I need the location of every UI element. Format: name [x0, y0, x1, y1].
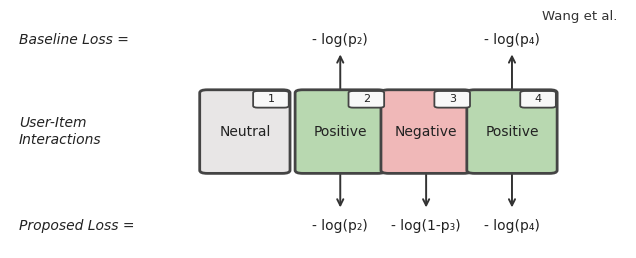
Text: - log(p₄): - log(p₄) — [484, 219, 540, 233]
Text: 4: 4 — [534, 94, 542, 104]
FancyBboxPatch shape — [253, 91, 289, 108]
Text: 2: 2 — [363, 94, 370, 104]
Text: 3: 3 — [448, 94, 456, 104]
Text: Positive: Positive — [485, 125, 539, 139]
Text: - log(p₂): - log(p₂) — [312, 219, 368, 233]
FancyBboxPatch shape — [467, 90, 557, 173]
Text: - log(p₄): - log(p₄) — [484, 33, 540, 47]
Text: - log(1-p₃): - log(1-p₃) — [391, 219, 461, 233]
Text: User-Item
Interactions: User-Item Interactions — [19, 116, 102, 147]
Text: Positive: Positive — [314, 125, 367, 139]
Text: Proposed Loss =: Proposed Loss = — [19, 219, 135, 233]
FancyBboxPatch shape — [381, 90, 471, 173]
FancyBboxPatch shape — [200, 90, 290, 173]
Text: Baseline Loss =: Baseline Loss = — [19, 33, 129, 47]
Text: 1: 1 — [267, 94, 275, 104]
Text: Neutral: Neutral — [219, 125, 270, 139]
FancyBboxPatch shape — [295, 90, 385, 173]
Text: - log(p₂): - log(p₂) — [312, 33, 368, 47]
Text: Negative: Negative — [395, 125, 457, 139]
Text: Wang et al.: Wang et al. — [541, 10, 617, 23]
FancyBboxPatch shape — [349, 91, 384, 108]
FancyBboxPatch shape — [520, 91, 556, 108]
FancyBboxPatch shape — [434, 91, 470, 108]
